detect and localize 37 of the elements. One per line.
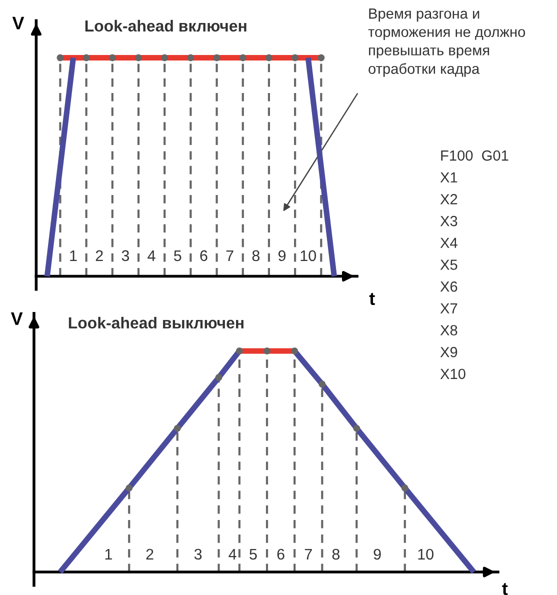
- x-tick-label: 1: [105, 548, 112, 560]
- x-tick-label: 10: [300, 250, 316, 262]
- x-tick-label: 8: [252, 250, 260, 262]
- x-tick-label: 4: [228, 548, 236, 560]
- x-tick-label: 9: [278, 250, 286, 262]
- chart-title: Look-ahead выключен: [68, 316, 244, 329]
- x-tick-label: 3: [194, 548, 202, 560]
- point: [264, 347, 270, 354]
- point: [318, 380, 326, 388]
- point: [291, 347, 298, 354]
- x-tick-label: 2: [96, 250, 103, 261]
- text: F100 G01 X1 X2 X3 X4 X5 X6 X7 X8 X9 X10: [440, 150, 508, 380]
- x-tick-label: 1: [70, 250, 77, 261]
- x-axis-title: t: [502, 583, 508, 595]
- point: [401, 484, 408, 492]
- x-tick-label: 8: [332, 548, 340, 560]
- x-tick-label: 9: [374, 548, 381, 560]
- x-tick-label: 6: [277, 548, 284, 560]
- x-tick-label: 3: [122, 250, 130, 262]
- x-tick-label: 5: [174, 250, 182, 262]
- x-tick-label: 2: [146, 548, 154, 560]
- x-tick-label: 5: [250, 548, 257, 560]
- point: [236, 347, 243, 354]
- x-tick-label: 4: [148, 250, 156, 261]
- x-axis-title: t: [369, 293, 375, 305]
- point: [126, 484, 133, 492]
- y-axis-title: V: [10, 312, 23, 325]
- x-tick-label: 7: [304, 548, 312, 560]
- point: [353, 424, 360, 432]
- point: [174, 424, 181, 432]
- x-tick-label: 7: [226, 250, 234, 261]
- chart-title: Look-ahead включен: [85, 20, 246, 32]
- text: Время разгона и торможения не должно превышать время отработки кадра: [368, 8, 526, 77]
- x-tick-label: 10: [418, 548, 434, 560]
- x-tick-label: 6: [200, 250, 208, 262]
- point: [215, 374, 222, 381]
- y-axis-title: V: [12, 16, 24, 30]
